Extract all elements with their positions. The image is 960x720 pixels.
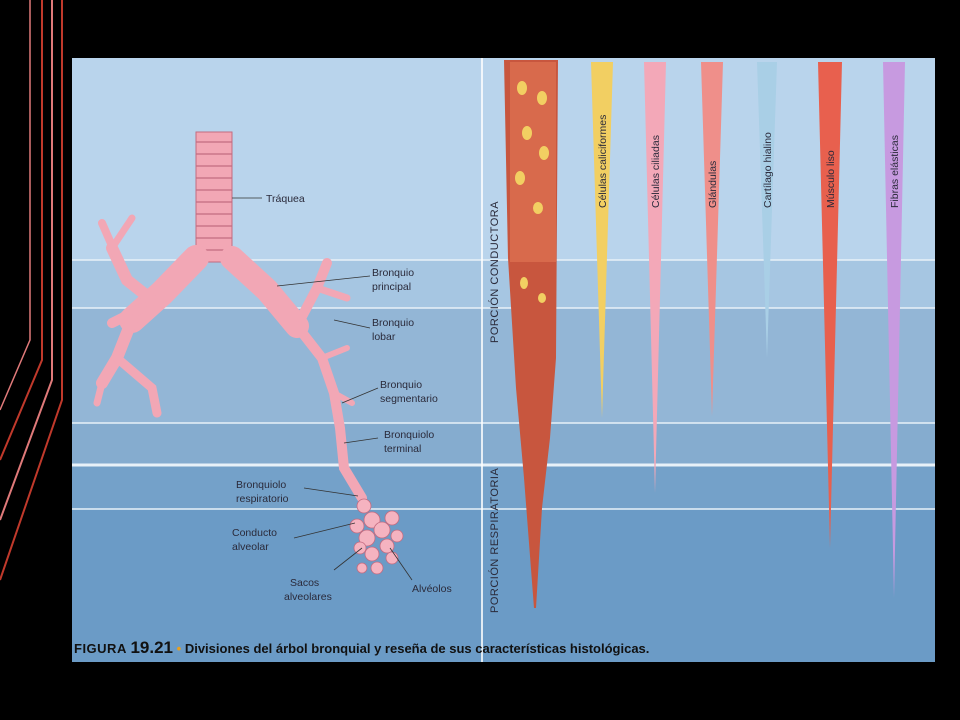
- label-bronquio-segmentario-2: segmentario: [380, 393, 438, 405]
- label-traquea: Tráquea: [266, 193, 305, 205]
- section-label-respiratoria: PORCIÓN RESPIRATORIA: [488, 468, 501, 613]
- figure-prefix: FIGURA: [74, 641, 127, 656]
- label-bronquiolo-respiratorio-1: Bronquiolo: [236, 479, 286, 491]
- label-conducto-alveolar-1: Conducto: [232, 527, 277, 539]
- bullet-icon: •: [176, 641, 182, 656]
- feature-wedge-1: [591, 62, 613, 418]
- feature-wedge-5: [818, 62, 842, 548]
- feature-wedge-3: [701, 62, 723, 416]
- label-bronquio-principal-1: Bronquio: [372, 267, 414, 279]
- feature-label-6: Fibras elásticas: [889, 135, 901, 208]
- epithelium-column: [504, 60, 558, 608]
- label-bronquio-principal-2: principal: [372, 281, 411, 293]
- label-bronquiolo-respiratorio-2: respiratorio: [236, 493, 289, 505]
- label-alveolos: Alvéolos: [412, 583, 452, 595]
- figure-number: 19.21: [130, 638, 174, 657]
- figure-caption: FIGURA 19.21 • Divisiones del árbol bron…: [74, 638, 934, 658]
- feature-wedge-4: [757, 62, 777, 358]
- feature-label-1: Células caliciformes: [597, 115, 609, 208]
- label-bronquio-lobar-1: Bronquio: [372, 317, 414, 329]
- label-bronquio-lobar-2: lobar: [372, 331, 396, 343]
- feature-label-2: Células ciliadas: [650, 135, 662, 208]
- feature-label-5: Músculo liso: [825, 150, 837, 208]
- label-bronquiolo-terminal-1: Bronquiolo: [384, 429, 434, 441]
- section-label-conductora: PORCIÓN CONDUCTORA: [488, 201, 501, 343]
- label-bronquio-segmentario-1: Bronquio: [380, 379, 422, 391]
- figure-caption-text: Divisiones del árbol bronquial y reseña …: [184, 641, 650, 656]
- bronchial-tree-figure: Tráquea Bronquio principal Bronquio loba…: [72, 58, 935, 662]
- bronchial-tree-illustration: Tráquea Bronquio principal Bronquio loba…: [93, 131, 452, 603]
- label-sacos-alveolares-2: alveolares: [284, 591, 332, 603]
- feature-wedge-6: [883, 62, 905, 598]
- label-sacos-alveolares-1: Sacos: [290, 577, 319, 589]
- feature-wedge-2: [644, 62, 666, 493]
- label-bronquiolo-terminal-2: terminal: [384, 443, 421, 455]
- feature-label-4: Cartílago hialino: [762, 132, 774, 208]
- histology-feature-wedges: Células caliciformes Células ciliadas Glán…: [591, 62, 905, 598]
- label-conducto-alveolar-2: alveolar: [232, 541, 269, 553]
- feature-label-3: Glándulas: [707, 161, 719, 208]
